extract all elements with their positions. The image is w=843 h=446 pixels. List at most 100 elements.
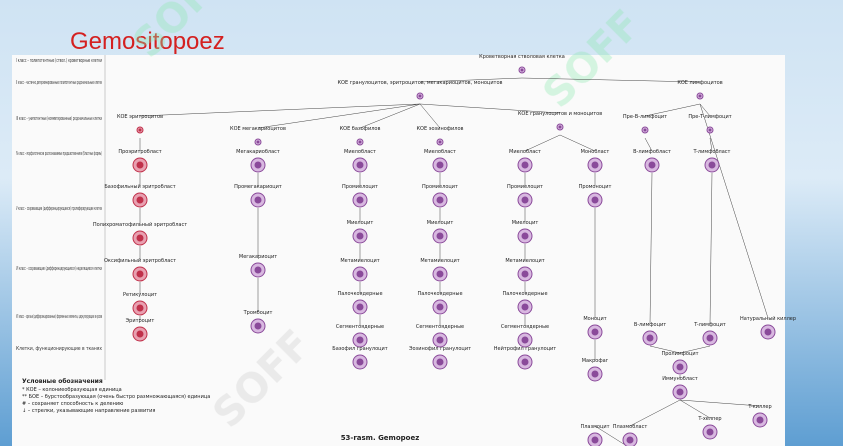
nucleus	[756, 416, 764, 424]
node-label: КОЕ эритроцитов	[117, 114, 163, 120]
nucleus	[706, 428, 714, 436]
nucleus	[356, 196, 364, 204]
arrow	[139, 103, 421, 117]
nucleus	[521, 270, 529, 278]
node-label: Промегакариоцит	[234, 184, 282, 190]
nucleus	[643, 128, 647, 132]
node-label: Пролимфоцит	[661, 351, 698, 357]
nucleus	[254, 161, 262, 169]
node-label: КОЕ лимфоцитов	[677, 80, 722, 86]
node-label: Миелоцит	[512, 220, 539, 226]
nucleus	[254, 196, 262, 204]
node-label: B-лимфобласт	[633, 149, 671, 155]
node-label: Мегакариоцит	[239, 254, 277, 260]
nucleus	[136, 304, 144, 312]
nucleus	[136, 196, 144, 204]
nucleus	[436, 270, 444, 278]
legend-title: Условные обозначения	[22, 378, 103, 385]
nucleus	[521, 358, 529, 366]
class-label: II класс – частично детерминированные по…	[16, 80, 102, 86]
nucleus	[436, 232, 444, 240]
nucleus	[676, 388, 684, 396]
arrow	[559, 134, 596, 152]
node-label: Плазмоцит	[580, 424, 609, 430]
node-label: Проэритробласт	[118, 149, 161, 155]
nucleus	[646, 334, 654, 342]
nucleus	[591, 196, 599, 204]
arrow	[679, 399, 761, 407]
arrow	[257, 103, 421, 129]
nucleus	[521, 336, 529, 344]
nucleus	[591, 328, 599, 336]
node-label: Промиелоцит	[342, 184, 378, 190]
legend-item: ** БОЕ – бурстообразующая (очень быстро …	[22, 394, 210, 400]
node-label: Ретикулоцит	[123, 292, 157, 298]
nucleus	[138, 128, 142, 132]
nucleus	[418, 94, 422, 98]
arrow	[629, 399, 681, 427]
node-label: Тромбоцит	[243, 310, 273, 316]
nucleus	[136, 270, 144, 278]
nucleus	[256, 140, 260, 144]
node-label: Кроветворная стволовая клетка	[479, 54, 565, 60]
nucleus	[436, 336, 444, 344]
nucleus	[520, 68, 524, 72]
nucleus	[356, 358, 364, 366]
class-label: I класс – полипотентные (ствол.) кроветв…	[16, 58, 102, 64]
arrow	[644, 103, 701, 117]
node-label: Промоноцит	[579, 184, 612, 190]
node-label: T-лимфоцит	[693, 322, 726, 328]
arrow	[524, 134, 561, 152]
nucleus	[764, 328, 772, 336]
node-label: Миелоцит	[347, 220, 374, 226]
nucleus	[356, 303, 364, 311]
arrow	[419, 103, 441, 129]
nucleus	[436, 161, 444, 169]
arrow	[359, 103, 421, 129]
class-label: IV класс – морфологически распознаваемые…	[16, 151, 102, 157]
arrow	[699, 103, 711, 117]
node-label: Сегментоядерные	[416, 324, 464, 330]
node-label: Промиелоцит	[507, 184, 543, 190]
node-label: Метамиелоцит	[340, 258, 379, 264]
nucleus	[436, 196, 444, 204]
class-label: VI класс – созревающие (дифференцирующие…	[16, 266, 102, 272]
node-label: Пре-T-лимфоцит	[688, 114, 731, 120]
node-label: Моноцит	[583, 316, 606, 322]
node-label: B-лимфоцит	[634, 322, 666, 328]
node-label: Эритроцит	[126, 318, 155, 324]
nucleus	[708, 128, 712, 132]
arrow	[649, 172, 653, 325]
node-label: Палочкоядерные	[337, 291, 382, 297]
nucleus	[358, 140, 362, 144]
nucleus	[521, 232, 529, 240]
node-label: Сегментоядерные	[336, 324, 384, 330]
nucleus	[558, 125, 562, 129]
arrow	[679, 345, 711, 354]
nucleus	[254, 322, 262, 330]
nucleus	[436, 303, 444, 311]
caption: 53-rasm. Gemopoez	[341, 434, 420, 442]
nucleus	[136, 161, 144, 169]
node-label: КОЕ мегакариоцитов	[230, 126, 286, 132]
node-label: Сегментоядерные	[501, 324, 549, 330]
node-label: Эозинофил гранулоцит	[409, 346, 471, 352]
node-label: Палочкоядерные	[502, 291, 547, 297]
nucleus	[591, 161, 599, 169]
node-label: КОЕ гранулоцитов и моноцитов	[518, 111, 602, 117]
node-label: Иммунобласт	[662, 376, 698, 382]
nucleus	[356, 270, 364, 278]
nucleus	[591, 436, 599, 444]
node-label: Метамиелоцит	[420, 258, 459, 264]
nucleus	[698, 94, 702, 98]
arrow	[709, 172, 713, 325]
nucleus	[706, 334, 714, 342]
arrow	[679, 399, 711, 419]
nucleus	[356, 161, 364, 169]
class-label: Клетки, функционирующие в тканях	[16, 346, 102, 352]
node-label: КОЕ гранулоцитов, эритроцитов, мегакарио…	[338, 80, 503, 86]
arrow	[419, 77, 523, 83]
nucleus	[626, 436, 634, 444]
nucleus	[254, 266, 262, 274]
